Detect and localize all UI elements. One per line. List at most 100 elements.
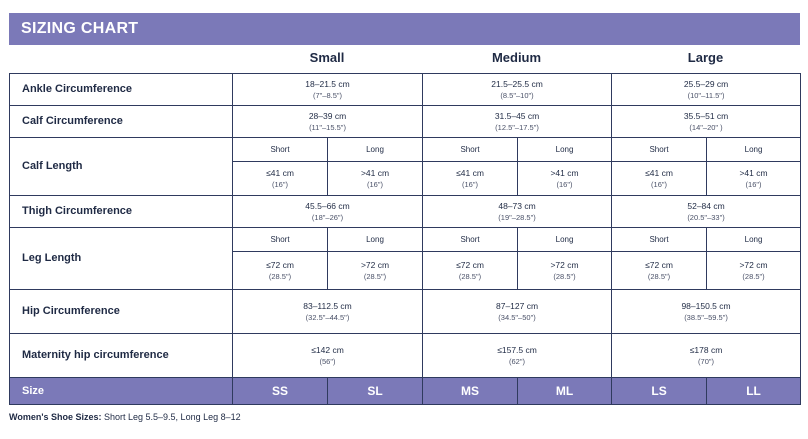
- value-cm: 18–21.5 cm: [305, 78, 350, 89]
- sub-label: Long: [517, 137, 613, 162]
- size-code: MS: [422, 377, 519, 405]
- value-cell: ≤178 cm (70"): [611, 333, 802, 378]
- sub-label: Long: [706, 227, 802, 252]
- value-cell: >41 cm (16"): [517, 161, 613, 196]
- value-cell: ≤41 cm (16"): [232, 161, 328, 196]
- row-label-leg-length: Leg Length: [9, 227, 233, 290]
- value-cm: ≤72 cm: [456, 259, 484, 270]
- value-cm: ≤41 cm: [266, 167, 294, 178]
- value-cm: >41 cm: [739, 167, 768, 178]
- sub-label: Short: [422, 227, 519, 252]
- value-cell: >41 cm (16"): [326, 161, 424, 196]
- footnote-label: Women's Shoe Sizes:: [9, 412, 102, 422]
- size-header-large: Large: [687, 50, 724, 65]
- size-code: SL: [326, 377, 424, 405]
- value-cell: 21.5–25.5 cm (8.5"–10"): [422, 73, 613, 106]
- size-code: SS: [232, 377, 328, 405]
- value-cell: 31.5–45 cm (12.5"–17.5"): [422, 105, 613, 138]
- value-in: (70"): [698, 356, 715, 366]
- value-in: (20.5"–33"): [687, 212, 725, 222]
- sizing-table: Ankle Circumference 18–21.5 cm (7"–8.5") …: [9, 73, 802, 405]
- size-code: LL: [706, 377, 802, 405]
- value-cm: 31.5–45 cm: [494, 110, 540, 121]
- value-in: (16"): [556, 179, 573, 189]
- sub-label: Short: [232, 227, 328, 252]
- value-in: (19"–28.5"): [498, 212, 536, 222]
- sub-label: Short: [611, 137, 708, 162]
- table-row-leg-length-sub: Leg Length Short Long Short Long Short L…: [9, 227, 802, 290]
- sub-label: Short: [611, 227, 708, 252]
- value-cm: >41 cm: [360, 167, 390, 178]
- title-bar: SIZING CHART: [9, 13, 800, 45]
- size-header-small: Small: [309, 50, 345, 65]
- value-cell: 52–84 cm (20.5"–33"): [611, 195, 802, 228]
- row-label-calf: Calf Circumference: [9, 105, 233, 138]
- table-row-hip: Hip Circumference 83–112.5 cm (32.5"–44.5…: [9, 289, 802, 334]
- value-cm: 52–84 cm: [687, 200, 725, 211]
- value-cell: ≤41 cm (16"): [422, 161, 519, 196]
- row-label-calf-length: Calf Length: [9, 137, 233, 196]
- value-cm: >72 cm: [550, 259, 579, 270]
- value-cell: 98–150.5 cm (38.5"–59.5"): [611, 289, 802, 334]
- value-cm: >41 cm: [550, 167, 579, 178]
- value-cell: 25.5–29 cm (10"–11.5"): [611, 73, 802, 106]
- value-in: (28.5"): [458, 271, 482, 281]
- value-in: (10"–11.5"): [687, 90, 725, 100]
- value-cell: ≤41 cm (16"): [611, 161, 708, 196]
- row-label-thigh: Thigh Circumference: [9, 195, 233, 228]
- value-in: (16"): [462, 179, 479, 189]
- value-in: (28.5"): [647, 271, 671, 281]
- value-cell: 45.5–66 cm (18"–26"): [231, 195, 424, 228]
- value-in: (12.5"–17.5"): [495, 122, 539, 132]
- sub-label: Long: [326, 227, 424, 252]
- sub-label: Short: [422, 137, 519, 162]
- value-cm: ≤142 cm: [311, 344, 344, 355]
- value-cm: 83–112.5 cm: [303, 300, 352, 311]
- footnote: Women's Shoe Sizes: Short Leg 5.5–9.5, L…: [9, 412, 241, 422]
- table-row-calf-length-sub: Calf Length Short Long Short Long Short …: [9, 137, 802, 196]
- value-cm: ≤72 cm: [266, 259, 294, 270]
- value-cm: 48–73 cm: [498, 200, 536, 211]
- table-row-size-codes: Size SS SL MS ML LS LL: [9, 377, 802, 405]
- value-cell: ≤72 cm (28.5"): [232, 251, 328, 290]
- row-label-maternity: Maternity hip circumference: [9, 333, 233, 378]
- value-cell: 83–112.5 cm (32.5"–44.5"): [231, 289, 424, 334]
- sub-label: Short: [232, 137, 328, 162]
- value-cm: 35.5–51 cm: [683, 110, 729, 121]
- page-title: SIZING CHART: [21, 20, 139, 37]
- value-in: (28.5"): [268, 271, 292, 281]
- value-in: (16"): [272, 179, 288, 189]
- value-in: (8.5"–10"): [500, 90, 534, 100]
- value-in: (28.5"): [363, 271, 387, 281]
- value-in: (34.5"–50"): [498, 312, 536, 322]
- value-in: (16"): [651, 179, 668, 189]
- value-cm: 98–150.5 cm: [681, 300, 731, 311]
- value-in: (11"–15.5"): [309, 122, 346, 132]
- value-cm: ≤157.5 cm: [497, 344, 537, 355]
- table-row-calf-length-values: ≤41 cm (16") >41 cm (16") ≤41 cm (16") >41 …: [10, 161, 802, 196]
- table-row-maternity: Maternity hip circumference ≤142 cm (56")…: [9, 333, 802, 378]
- value-cell: 87–127 cm (34.5"–50"): [422, 289, 613, 334]
- value-cell: >72 cm (28.5"): [517, 251, 613, 290]
- value-in: (18"–26"): [311, 212, 344, 222]
- value-cell: 48–73 cm (19"–28.5"): [422, 195, 613, 228]
- value-cell: ≤72 cm (28.5"): [422, 251, 519, 290]
- value-in: (28.5"): [553, 271, 576, 281]
- value-in: (32.5"–44.5"): [305, 312, 350, 322]
- value-cell: >72 cm (28.5"): [706, 251, 802, 290]
- size-code: ML: [517, 377, 613, 405]
- value-in: (16"): [745, 179, 762, 189]
- value-cell: >41 cm (16"): [706, 161, 802, 196]
- table-row-calf: Calf Circumference 28–39 cm (11"–15.5") 3…: [9, 105, 802, 138]
- value-in: (38.5"–59.5"): [684, 312, 728, 322]
- value-cm: 87–127 cm: [495, 300, 539, 311]
- table-row-thigh: Thigh Circumference 45.5–66 cm (18"–26") …: [9, 195, 802, 228]
- value-cm: 21.5–25.5 cm: [491, 78, 543, 89]
- row-label-ankle: Ankle Circumference: [9, 73, 233, 106]
- row-label-hip: Hip Circumference: [9, 289, 233, 334]
- value-cm: 25.5–29 cm: [683, 78, 729, 89]
- footnote-text: Short Leg 5.5–9.5, Long Leg 8–12: [101, 412, 241, 422]
- sub-label: Long: [326, 137, 424, 162]
- value-cm: ≤178 cm: [689, 344, 723, 355]
- value-cell: ≤142 cm (56"): [231, 333, 424, 378]
